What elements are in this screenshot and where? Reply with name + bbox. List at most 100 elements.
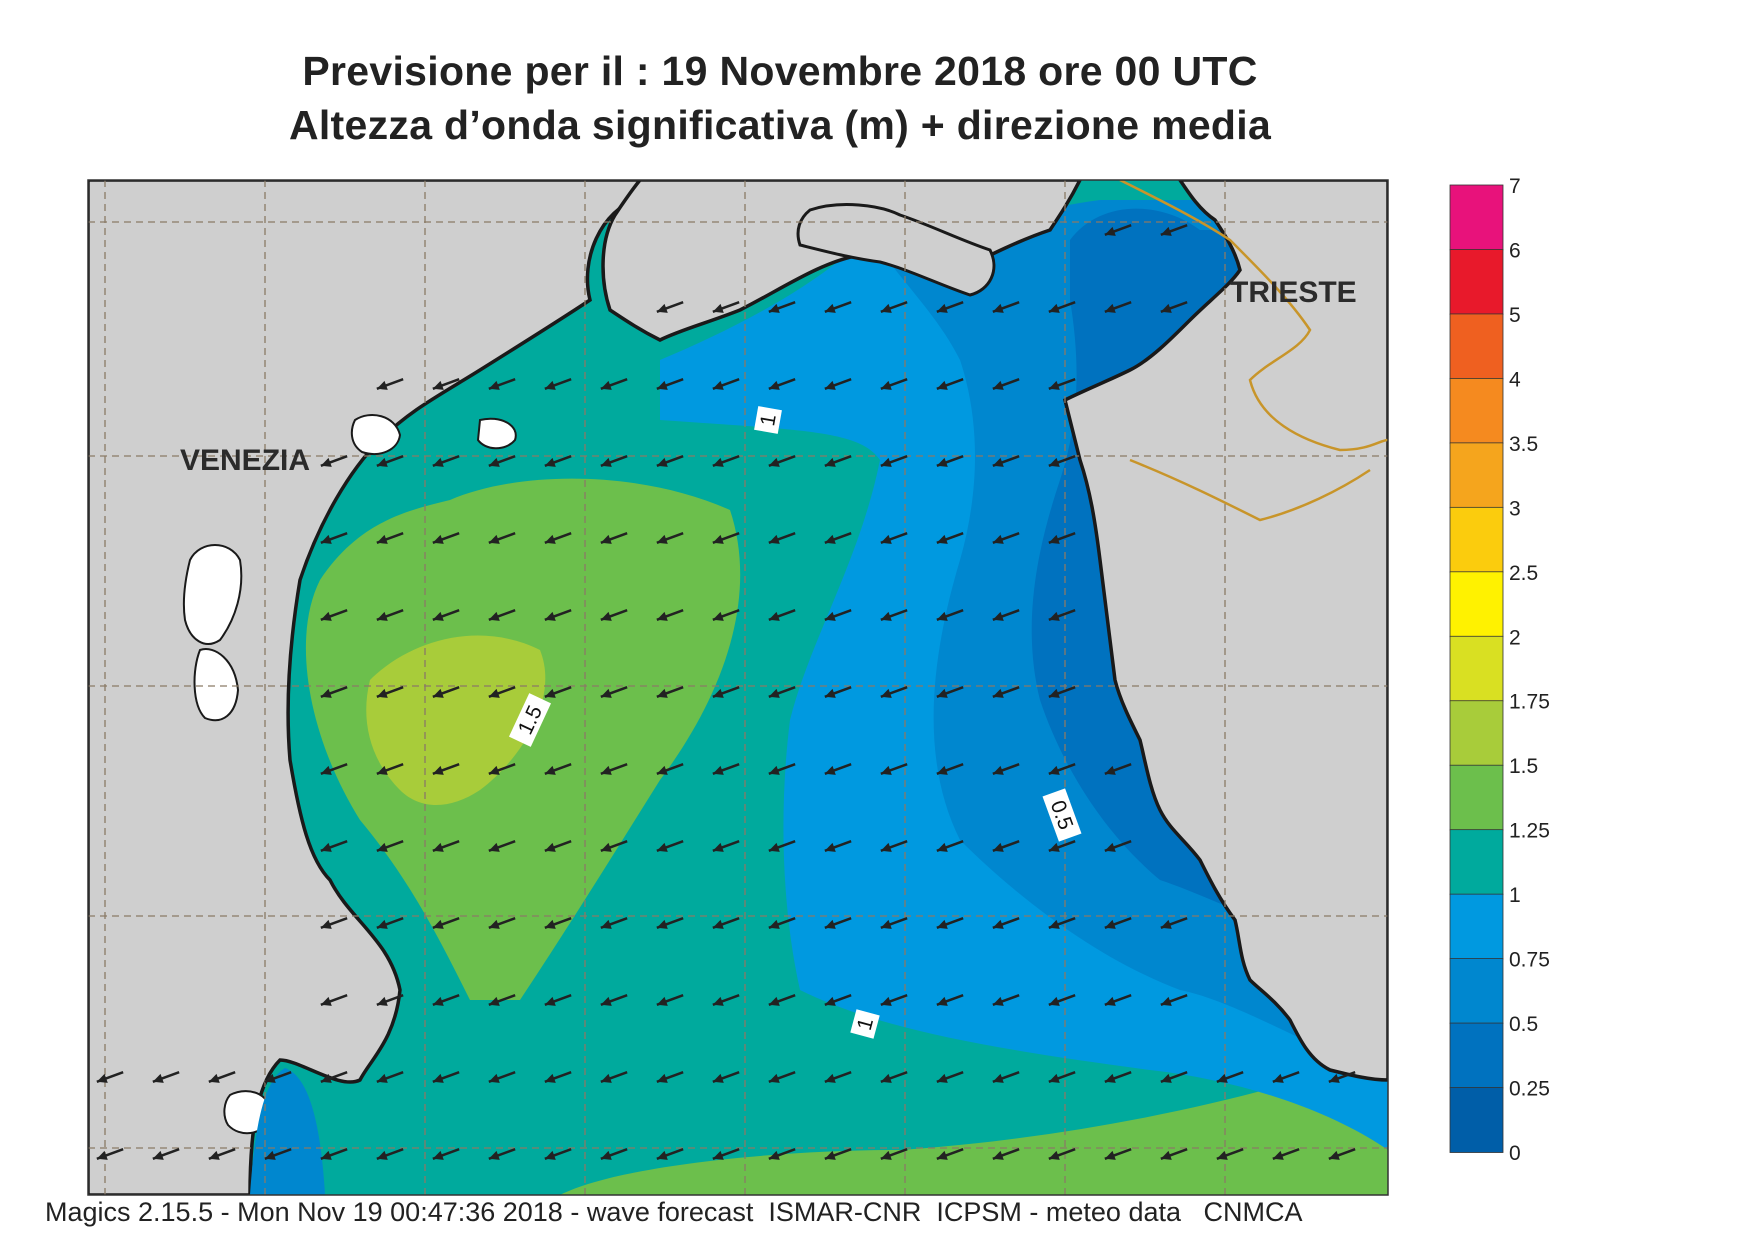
wave-arrow-head (880, 842, 892, 852)
wave-arrow-head (656, 765, 668, 775)
legend-swatch (1449, 764, 1504, 831)
wave-arrow-head (824, 1150, 836, 1160)
wave-arrow-head (544, 1150, 556, 1160)
wave-arrow-head (600, 380, 612, 390)
wave-arrow-head (656, 688, 668, 698)
wave-arrow-head (656, 1073, 668, 1083)
wave-arrow-head (152, 1150, 164, 1160)
wave-arrow-head (880, 919, 892, 929)
wave-arrow-head (488, 996, 500, 1006)
color-legend: 7 6 5 4 3.5 3 2.5 2 1.75 1.5 1.25 1 0.75 0.5 0.25 0 (1449, 175, 1550, 1165)
wave-arrow-head (544, 611, 556, 621)
wave-arrow-head (768, 996, 780, 1006)
wave-arrow-head (1048, 611, 1060, 621)
wave-arrow-head (488, 457, 500, 467)
wave-arrow-head (376, 919, 388, 929)
wave-arrow-head (432, 380, 444, 390)
wave-arrow-head (1048, 842, 1060, 852)
wave-arrow-head (600, 842, 612, 852)
wave-arrow-head (880, 1150, 892, 1160)
wave-arrow-head (768, 1150, 780, 1160)
wave-arrow-head (600, 457, 612, 467)
wave-arrow-head (656, 380, 668, 390)
map-frame (87, 179, 1389, 1196)
wave-arrow-head (152, 1073, 164, 1083)
wave-arrow-head (1048, 765, 1060, 775)
wave-arrow-head (880, 1073, 892, 1083)
wave-arrow-head (544, 842, 556, 852)
wave-arrow-head (600, 919, 612, 929)
wave-arrow-head (600, 1073, 612, 1083)
wave-arrow-head (432, 457, 444, 467)
wave-arrow-head (656, 996, 668, 1006)
wave-arrow-head (600, 1150, 612, 1160)
wave-arrow-head (936, 457, 948, 467)
wave-arrow-head (880, 457, 892, 467)
legend-tick-label: 0.75 (1509, 949, 1550, 972)
wave-arrow-head (992, 611, 1004, 621)
city-label-venezia: VENEZIA (180, 444, 310, 477)
wave-arrow-head (264, 1150, 276, 1160)
wave-arrow-head (376, 996, 388, 1006)
legend-tick-label: 0.25 (1509, 1078, 1550, 1101)
legend-tick-label: 7 (1509, 175, 1521, 198)
wave-arrow-head (1160, 303, 1172, 313)
wave-arrow-head (1048, 1073, 1060, 1083)
wave-arrow-head (824, 1073, 836, 1083)
legend-swatch (1449, 377, 1504, 444)
wave-arrow-head (544, 380, 556, 390)
wave-arrow-head (712, 457, 724, 467)
wave-arrow-head (936, 996, 948, 1006)
wave-arrow-head (936, 303, 948, 313)
legend-swatch (1449, 829, 1504, 896)
wave-arrow-head (992, 842, 1004, 852)
wave-arrow-head (936, 1073, 948, 1083)
wave-arrow-head (936, 611, 948, 621)
legend-tick-label: 3.5 (1509, 433, 1538, 456)
wave-arrow-head (656, 457, 668, 467)
wave-arrow-head (768, 611, 780, 621)
wave-arrow-head (376, 765, 388, 775)
wave-arrow-head (880, 611, 892, 621)
wave-arrow-head (880, 996, 892, 1006)
wave-arrow-head (992, 765, 1004, 775)
legend-tick-label: 1 (1509, 884, 1521, 907)
legend-tick-label: 1.5 (1509, 755, 1538, 778)
legend-swatch (1449, 249, 1504, 315)
wave-arrow-head (992, 457, 1004, 467)
wave-arrow-head (488, 611, 500, 621)
wave-arrow-head (376, 611, 388, 621)
wave-arrow-head (936, 919, 948, 929)
wave-arrow-head (1104, 226, 1116, 236)
wave-arrow-head (824, 457, 836, 467)
wave-arrow-head (656, 842, 668, 852)
wave-arrow-head (824, 688, 836, 698)
legend-tick-label: 3 (1509, 497, 1521, 520)
wave-arrow-head (880, 303, 892, 313)
wave-arrow-head (376, 1073, 388, 1083)
legend-swatch (1449, 635, 1504, 702)
wave-arrow-head (712, 1073, 724, 1083)
legend-tick-label: 0 (1509, 1142, 1521, 1165)
lagoon-water (182, 544, 243, 645)
wave-arrow-head (712, 534, 724, 544)
wave-arrow-head (712, 688, 724, 698)
wave-arrow-head (544, 919, 556, 929)
wave-arrow-head (544, 765, 556, 775)
sea-band-1.5-1.75 (366, 635, 546, 805)
wave-arrow-head (1048, 380, 1060, 390)
legend-tick-label: 5 (1509, 304, 1521, 327)
wave-arrow-head (936, 534, 948, 544)
wave-arrow-head (1160, 919, 1172, 929)
wave-arrow-head (1048, 457, 1060, 467)
legend-tick-label: 0.5 (1509, 1013, 1538, 1036)
wave-arrow-head (1272, 1073, 1284, 1083)
legend-swatch (1449, 506, 1504, 573)
legend-swatch (1449, 442, 1504, 509)
wave-arrow-head (96, 1073, 108, 1083)
wave-arrow-head (992, 1073, 1004, 1083)
city-label-trieste: TRIESTE (1230, 276, 1357, 309)
wave-arrow-head (488, 380, 500, 390)
wave-arrow-head (488, 919, 500, 929)
svg-text:1: 1 (853, 1016, 878, 1033)
